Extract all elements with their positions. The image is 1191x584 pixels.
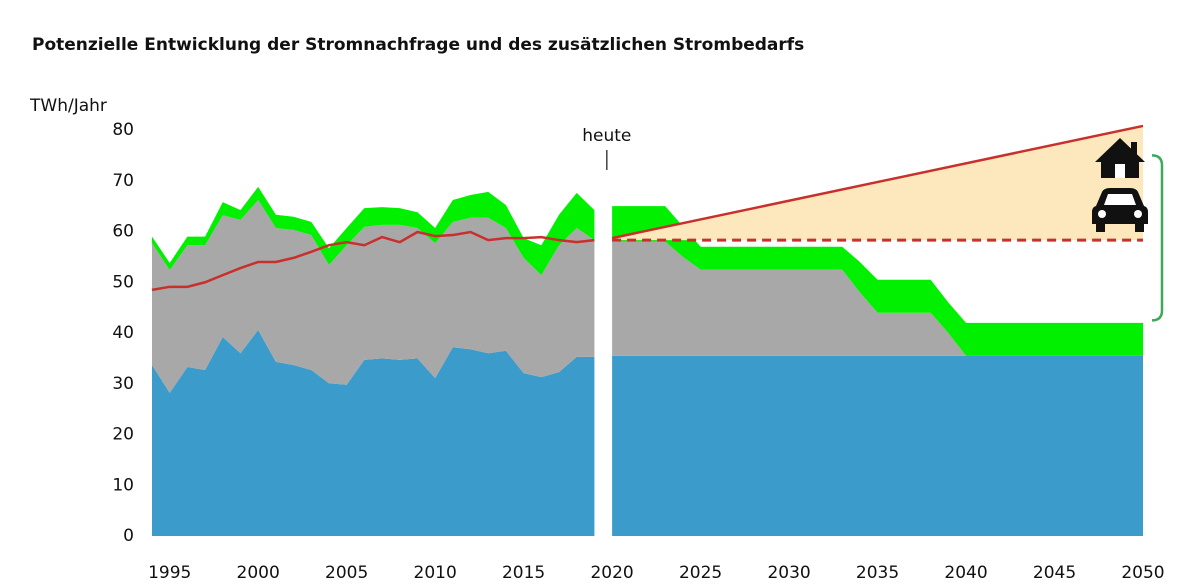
x-tick-label: 2030	[767, 563, 810, 583]
icons	[1092, 138, 1148, 232]
today-label: heute	[582, 126, 631, 146]
x-tick-label: 2045	[1033, 563, 1076, 583]
x-tick-label: 2050	[1121, 563, 1164, 583]
x-tick-label: 1995	[148, 563, 191, 583]
x-tick-label: 2000	[237, 563, 280, 583]
area	[152, 186, 595, 276]
y-tick-label: 50	[112, 272, 134, 292]
y-tick-label: 0	[123, 526, 134, 546]
x-tick-label: 2015	[502, 563, 545, 583]
y-tick-label: 30	[112, 374, 134, 394]
y-tick-label: 10	[112, 475, 134, 495]
car-icon	[1092, 188, 1148, 232]
chart-title: Potenzielle Entwicklung der Stromnachfra…	[32, 35, 804, 55]
bracket	[1151, 154, 1164, 322]
trend-line	[151, 230, 595, 292]
house-icon	[1095, 138, 1145, 178]
y-tick-label: 80	[112, 120, 134, 140]
y-tick-label: 60	[112, 222, 134, 242]
y-tick-label: 40	[112, 323, 134, 343]
y-axis-label: TWh/Jahr	[29, 96, 107, 116]
x-tick-label: 2025	[679, 563, 722, 583]
area	[612, 355, 1143, 536]
y-tick-label: 20	[112, 425, 134, 445]
x-tick-label: 2040	[944, 563, 987, 583]
area	[612, 241, 1143, 356]
projection-line	[611, 124, 1144, 240]
area	[152, 329, 595, 536]
area	[152, 200, 595, 393]
x-tick-label: 2005	[325, 563, 368, 583]
x-tick-label: 2020	[590, 563, 633, 583]
x-tick-label: 2010	[414, 563, 457, 583]
x-tick-label: 2035	[856, 563, 899, 583]
area	[612, 206, 1143, 356]
y-tick-label: 70	[112, 171, 134, 191]
